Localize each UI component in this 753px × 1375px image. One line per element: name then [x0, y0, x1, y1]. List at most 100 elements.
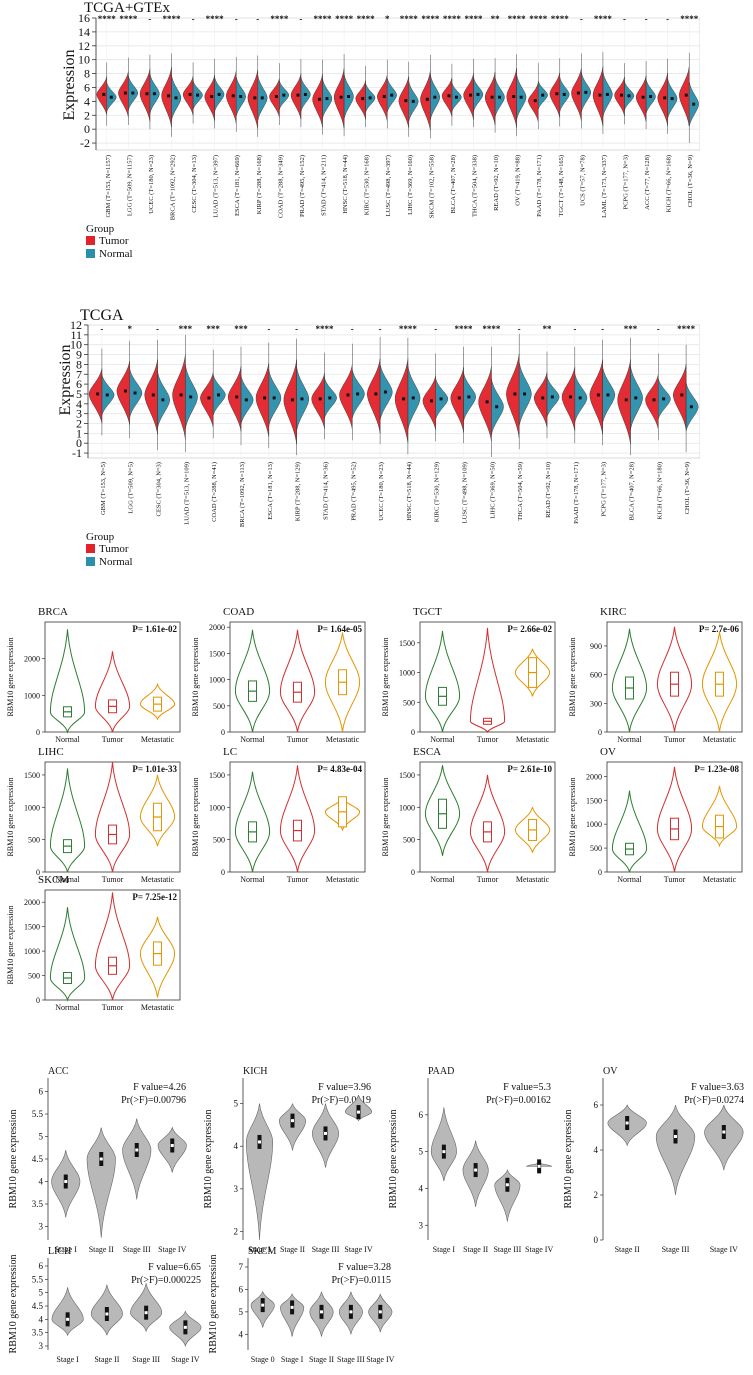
y-axis-label: RBM10 gene expression	[568, 777, 577, 856]
tumor-violin	[333, 68, 345, 129]
violin-normal	[234, 629, 271, 733]
y-tick-label: 0	[36, 728, 40, 737]
median-point	[105, 1312, 109, 1316]
median-point	[290, 1305, 294, 1309]
median-point	[66, 1317, 70, 1321]
tumor-median-point	[123, 91, 127, 95]
x-tick-label: Tumor	[102, 735, 124, 744]
tumor-violin	[528, 82, 539, 122]
tumor-median-point	[513, 392, 517, 396]
significance-label: ****	[421, 14, 440, 24]
x-tick-label: LGG (T=509, N=5)	[128, 462, 135, 514]
y-tick-label: 7	[76, 367, 82, 381]
x-tick-label: HNSC (T=518, N=44)	[342, 155, 349, 214]
median-point	[378, 1310, 382, 1314]
y-tick-label: 900	[590, 642, 602, 651]
normal-median-point	[541, 93, 545, 97]
x-tick-label: Stage III	[337, 1355, 365, 1364]
tumor-violin	[227, 366, 242, 432]
tumor-violin	[96, 76, 108, 116]
x-tick-label: OV (T=419, N=88)	[515, 155, 522, 206]
panel-title: OV	[600, 746, 616, 758]
violin-metastatic	[514, 648, 551, 697]
normal-median-point	[689, 405, 693, 409]
tumor-median-point	[598, 93, 602, 97]
median-point	[537, 1164, 541, 1168]
y-tick-label: 16	[78, 11, 90, 25]
x-tick-label: Stage II	[309, 1355, 334, 1364]
y-tick-label: 500	[213, 702, 225, 711]
y-axis-label: RBM10 gene expression	[6, 905, 15, 984]
normal-median-point	[133, 391, 137, 395]
median-point	[64, 1180, 68, 1183]
violin-panel-lihc: LIHC P= 1.01e-33 0 500 1000 1500 RBM10 gene ex…	[6, 746, 181, 884]
y-tick-label: 300	[590, 699, 602, 708]
x-tick-label: PRAD (T=495, N=152)	[299, 155, 306, 217]
tumor-violin	[506, 67, 517, 128]
stage-violin	[655, 1104, 696, 1196]
median-point	[170, 1144, 174, 1147]
significance-label: -	[434, 324, 437, 334]
stage-violin	[51, 1287, 84, 1337]
x-tick-label: KICH (T=66, N=180)	[656, 462, 663, 519]
pr-value: Pr(>F)=0.0115	[331, 1275, 391, 1286]
tumor-violin	[420, 70, 431, 131]
x-tick-label: THCA (T=504, N=338)	[472, 155, 479, 217]
violin-metastatic	[139, 916, 176, 998]
y-tick-label: 11	[70, 328, 82, 342]
y-tick-label: 1000	[586, 820, 602, 829]
x-tick-label: CHOL (T=36, N=9)	[687, 155, 694, 207]
stage-violin	[280, 1292, 305, 1337]
x-tick-label: LUSC (T=498, N=109)	[462, 462, 469, 523]
y-tick-label: 3	[39, 1341, 44, 1351]
violin-normal	[424, 765, 461, 856]
y-tick-label: 12	[78, 39, 90, 53]
stage-panel-paad: PAAD F value=5.3 Pr(>F)=0.00162 3 4 5 6 RBM10 g…	[388, 1066, 553, 1254]
violin-metastatic	[701, 631, 738, 733]
tumor-violin	[589, 359, 603, 435]
x-tick-label: Tumor	[102, 1003, 124, 1012]
y-axis-label: RBM10 gene expression	[388, 1110, 399, 1209]
y-tick-label: 4	[419, 1183, 424, 1193]
stage-violin	[245, 1103, 274, 1241]
tumor-median-point	[263, 396, 267, 400]
tumor-median-point	[339, 95, 343, 99]
tumor-violin	[161, 67, 172, 128]
x-tick-label: COAD (T=288, N=349)	[277, 155, 284, 218]
x-tick-label: Tumor	[664, 875, 686, 884]
tumor-violin	[88, 368, 103, 424]
normal-median-point	[662, 397, 666, 401]
y-tick-label: 5	[39, 1132, 44, 1142]
significance-label: ***	[179, 324, 193, 334]
tumor-violin	[533, 372, 548, 428]
significance-label: ****	[508, 14, 527, 24]
x-tick-label: Stage IV	[171, 1355, 199, 1364]
y-tick-label: 0	[411, 728, 415, 737]
x-tick-label: Stage II	[94, 1355, 119, 1364]
normal-median-point	[325, 97, 329, 101]
violin-normal	[49, 907, 86, 1002]
tumor-violin	[247, 69, 259, 130]
normal-median-point	[439, 397, 443, 401]
y-tick-label: 4	[234, 1141, 239, 1151]
tumor-violin	[592, 66, 604, 127]
y-tick-label: 10	[78, 53, 90, 67]
significance-label: -	[156, 324, 159, 334]
normal-median-point	[189, 395, 193, 399]
median-point	[349, 1310, 353, 1314]
y-tick-label: 4	[76, 397, 82, 411]
violin-tumor	[469, 627, 506, 734]
y-tick-label: 6	[76, 377, 82, 391]
x-tick-label: COAD (T=288, N=41)	[211, 462, 218, 522]
violin-panel-kirc: KIRC P= 2.7e-06 0 300 600 900 RBM10 gene expre…	[568, 606, 743, 744]
violin-metastatic	[139, 774, 176, 847]
violin-panel-brca: BRCA P= 1.61e-02 0 1000 2000 RBM10 gene expre…	[6, 606, 181, 744]
x-tick-label: Normal	[240, 875, 265, 884]
x-tick-label: Metastatic	[141, 1003, 175, 1012]
y-tick-label: 9	[76, 348, 82, 362]
normal-median-point	[105, 393, 109, 397]
x-tick-label: Metastatic	[703, 875, 737, 884]
violin-normal	[611, 628, 648, 733]
tumor-violin	[200, 372, 214, 428]
violin-metastatic	[139, 682, 176, 721]
